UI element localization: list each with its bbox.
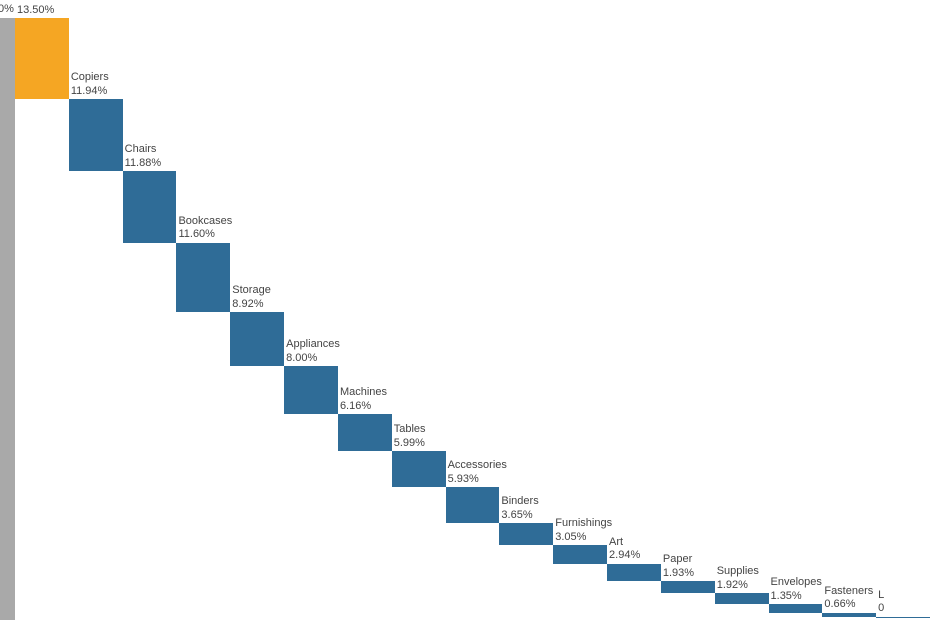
segment-pct: 11.94%: [71, 85, 109, 99]
segment-pct: 0.66%: [824, 598, 873, 612]
segment-label: Envelopes 1.35%: [771, 576, 822, 604]
segment-name: Appliances: [286, 338, 340, 350]
segment-pct: 3.05%: [555, 531, 612, 545]
segment-pct: 2.94%: [609, 549, 640, 563]
segment-label: Accessories 5.93%: [448, 459, 507, 487]
segment-pct: 1.93%: [663, 567, 694, 581]
segment-bar: [69, 99, 123, 171]
segment-bar: [607, 564, 661, 582]
segment-label: Fasteners0.66%: [824, 585, 873, 613]
segment-pct: 8.00%: [286, 352, 340, 366]
segment-bar: [876, 617, 930, 619]
segment-pct: 0: [878, 602, 884, 616]
segment-pct: 13.50%: [17, 4, 54, 18]
segment-pct: 3.65%: [501, 509, 538, 523]
segment-label: Bookcases11.60%: [178, 215, 232, 243]
segment-label: Storage 8.92%: [232, 284, 271, 312]
segment-pct: 11.88%: [125, 157, 162, 171]
segment-name: Paper: [663, 553, 692, 565]
waterfall-chart: 0%Phones 13.50% Copiers 11.94% Chairs 11.88% B…: [0, 0, 930, 620]
segment-label: Furnishings 3.05%: [555, 517, 612, 545]
segment-bar: [822, 613, 876, 617]
segment-pct: 8.92%: [232, 298, 271, 312]
segment-name: Machines: [340, 386, 387, 398]
total-bar: [0, 18, 15, 620]
segment-name: Storage: [232, 284, 271, 296]
segment-name: L: [878, 589, 884, 601]
segment-name: Tables: [394, 423, 426, 435]
segment-bar: [499, 523, 553, 545]
segment-bar: [715, 593, 769, 605]
segment-name: Chairs: [125, 143, 157, 155]
segment-label: L0: [878, 589, 884, 617]
segment-label: Art2.94%: [609, 536, 640, 564]
total-bar-label: 0%: [0, 3, 14, 17]
segment-label: Binders 3.65%: [501, 495, 538, 523]
segment-label: Paper 1.93%: [663, 553, 694, 581]
segment-name: Accessories: [448, 459, 507, 471]
segment-label: Chairs 11.88%: [125, 143, 162, 171]
segment-bar: [176, 243, 230, 313]
segment-pct: 6.16%: [340, 400, 387, 414]
segment-bar: [392, 451, 446, 487]
segment-name: Furnishings: [555, 517, 612, 529]
segment-label: Phones 13.50%: [17, 0, 54, 18]
segment-bar: [661, 581, 715, 593]
segment-label: Appliances 8.00%: [286, 338, 340, 366]
segment-bar: [769, 604, 823, 612]
segment-bar: [15, 18, 69, 99]
segment-bar: [230, 312, 284, 366]
segment-bar: [284, 366, 338, 414]
segment-name: Phones: [17, 0, 54, 2]
segment-pct: 11.60%: [178, 228, 232, 242]
segment-label: Machines 6.16%: [340, 386, 387, 414]
segment-pct: 1.92%: [717, 579, 759, 593]
segment-pct: 5.99%: [394, 437, 426, 451]
segment-label: Supplies 1.92%: [717, 565, 759, 593]
segment-name: Supplies: [717, 565, 759, 577]
segment-name: Envelopes: [771, 576, 822, 588]
segment-pct: 5.93%: [448, 473, 507, 487]
segment-bar: [446, 487, 500, 523]
segment-name: Art: [609, 536, 623, 548]
segment-name: Bookcases: [178, 215, 232, 227]
segment-name: Copiers: [71, 71, 109, 83]
segment-pct: 1.35%: [771, 590, 822, 604]
segment-name: Binders: [501, 495, 538, 507]
segment-name: Fasteners: [824, 585, 873, 597]
segment-bar: [338, 414, 392, 451]
segment-bar: [553, 545, 607, 563]
segment-label: Copiers 11.94%: [71, 71, 109, 99]
segment-bar: [123, 171, 177, 243]
segment-label: Tables 5.99%: [394, 423, 426, 451]
